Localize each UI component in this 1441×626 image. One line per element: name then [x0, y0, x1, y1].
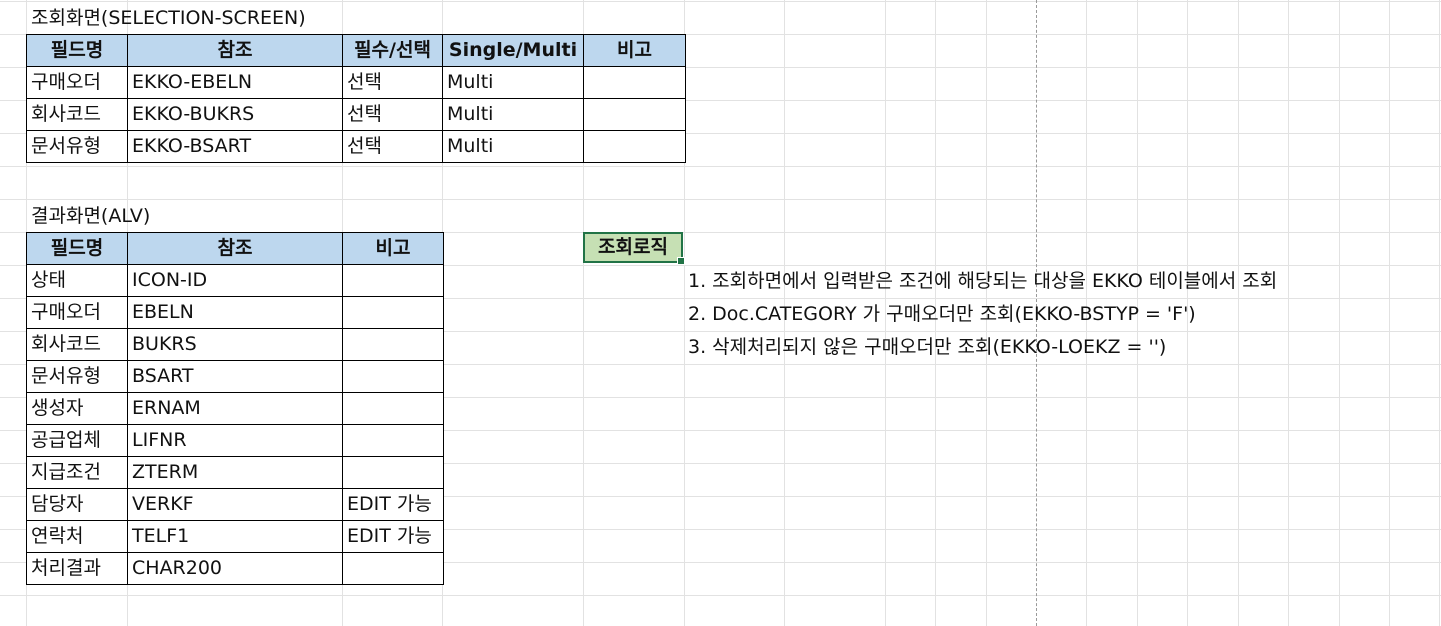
- cell-field-name[interactable]: 회사코드: [26, 98, 128, 131]
- table-header-row: 필드명 참조 비고: [26, 232, 444, 265]
- cell-reference[interactable]: ZTERM: [127, 456, 343, 489]
- table-row: 구매오더 EBELN: [26, 296, 444, 329]
- header-reference[interactable]: 참조: [127, 232, 343, 265]
- header-field-name[interactable]: 필드명: [26, 34, 128, 67]
- table-row: 처리결과 CHAR200: [26, 552, 444, 585]
- cell-field-name[interactable]: 연락처: [26, 520, 128, 553]
- cell-remarks[interactable]: [342, 328, 444, 361]
- table-row: 회사코드 BUKRS: [26, 328, 444, 361]
- header-single-multi[interactable]: Single/Multi: [442, 34, 584, 67]
- table-row: 생성자 ERNAM: [26, 392, 444, 425]
- fill-handle[interactable]: [677, 257, 685, 265]
- cell-field-name[interactable]: 공급업체: [26, 424, 128, 457]
- table-row: 문서유형 BSART: [26, 360, 444, 393]
- cell-reference[interactable]: EKKO-BUKRS: [127, 98, 343, 131]
- selection-screen-table: 필드명 참조 필수/선택 Single/Multi 비고 구매오더 EKKO-E…: [26, 34, 686, 163]
- cell-reference[interactable]: BSART: [127, 360, 343, 393]
- table-row: 지급조건 ZTERM: [26, 456, 444, 489]
- header-required-optional[interactable]: 필수/선택: [342, 34, 443, 67]
- alv-result-table: 필드명 참조 비고 상태 ICON-ID 구매오더 EBELN 회사코드 BUK…: [26, 232, 444, 585]
- cell-required-optional[interactable]: 선택: [342, 66, 443, 99]
- cell-single-multi[interactable]: Multi: [442, 130, 584, 163]
- selection-screen-title[interactable]: 조회화면(SELECTION-SCREEN): [31, 7, 306, 29]
- cell-field-name[interactable]: 생성자: [26, 392, 128, 425]
- cell-remarks[interactable]: EDIT 가능: [342, 488, 444, 521]
- cell-remarks[interactable]: [583, 98, 686, 131]
- alv-screen-title[interactable]: 결과화면(ALV): [31, 205, 151, 227]
- table-row: 상태 ICON-ID: [26, 264, 444, 297]
- cell-reference[interactable]: EKKO-EBELN: [127, 66, 343, 99]
- cell-single-multi[interactable]: Multi: [442, 98, 584, 131]
- query-logic-header-cell[interactable]: 조회로직: [583, 232, 685, 265]
- page-break-line: [1036, 0, 1037, 626]
- cell-field-name[interactable]: 문서유형: [26, 130, 128, 163]
- cell-field-name[interactable]: 담당자: [26, 488, 128, 521]
- table-row: 회사코드 EKKO-BUKRS 선택 Multi: [26, 98, 686, 131]
- cell-reference[interactable]: BUKRS: [127, 328, 343, 361]
- cell-reference[interactable]: EKKO-BSART: [127, 130, 343, 163]
- cell-reference[interactable]: CHAR200: [127, 552, 343, 585]
- table-row: 구매오더 EKKO-EBELN 선택 Multi: [26, 66, 686, 99]
- cell-reference[interactable]: LIFNR: [127, 424, 343, 457]
- cell-remarks[interactable]: [342, 456, 444, 489]
- cell-remarks[interactable]: [342, 264, 444, 297]
- cell-remarks[interactable]: EDIT 가능: [342, 520, 444, 553]
- table-header-row: 필드명 참조 필수/선택 Single/Multi 비고: [26, 34, 686, 67]
- cell-remarks[interactable]: [342, 424, 444, 457]
- cell-field-name[interactable]: 지급조건: [26, 456, 128, 489]
- cell-reference[interactable]: TELF1: [127, 520, 343, 553]
- cell-required-optional[interactable]: 선택: [342, 98, 443, 131]
- query-logic-line-1[interactable]: 1. 조회하면에서 입력받은 조건에 해당되는 대상을 EKKO 테이블에서 조…: [688, 270, 1278, 292]
- cell-reference[interactable]: VERKF: [127, 488, 343, 521]
- cell-remarks[interactable]: [342, 392, 444, 425]
- table-row: 연락처 TELF1 EDIT 가능: [26, 520, 444, 553]
- cell-remarks[interactable]: [583, 130, 686, 163]
- query-logic-line-3[interactable]: 3. 삭제처리되지 않은 구매오더만 조회(EKKO-LOEKZ = ''): [688, 336, 1167, 358]
- cell-field-name[interactable]: 구매오더: [26, 296, 128, 329]
- cell-field-name[interactable]: 상태: [26, 264, 128, 297]
- cell-remarks[interactable]: [342, 360, 444, 393]
- header-reference[interactable]: 참조: [127, 34, 343, 67]
- cell-remarks[interactable]: [342, 296, 444, 329]
- table-row: 문서유형 EKKO-BSART 선택 Multi: [26, 130, 686, 163]
- header-remarks[interactable]: 비고: [583, 34, 686, 67]
- query-logic-header-text: 조회로직: [598, 236, 668, 258]
- query-logic-line-2[interactable]: 2. Doc.CATEGORY 가 구매오더만 조회(EKKO-BSTYP = …: [688, 303, 1196, 325]
- header-remarks[interactable]: 비고: [342, 232, 444, 265]
- cell-remarks[interactable]: [583, 66, 686, 99]
- cell-field-name[interactable]: 문서유형: [26, 360, 128, 393]
- cell-field-name[interactable]: 구매오더: [26, 66, 128, 99]
- table-row: 공급업체 LIFNR: [26, 424, 444, 457]
- cell-reference[interactable]: ERNAM: [127, 392, 343, 425]
- cell-remarks[interactable]: [342, 552, 444, 585]
- cell-field-name[interactable]: 처리결과: [26, 552, 128, 585]
- cell-reference[interactable]: ICON-ID: [127, 264, 343, 297]
- cell-field-name[interactable]: 회사코드: [26, 328, 128, 361]
- header-field-name[interactable]: 필드명: [26, 232, 128, 265]
- cell-single-multi[interactable]: Multi: [442, 66, 584, 99]
- table-row: 담당자 VERKF EDIT 가능: [26, 488, 444, 521]
- cell-reference[interactable]: EBELN: [127, 296, 343, 329]
- cell-required-optional[interactable]: 선택: [342, 130, 443, 163]
